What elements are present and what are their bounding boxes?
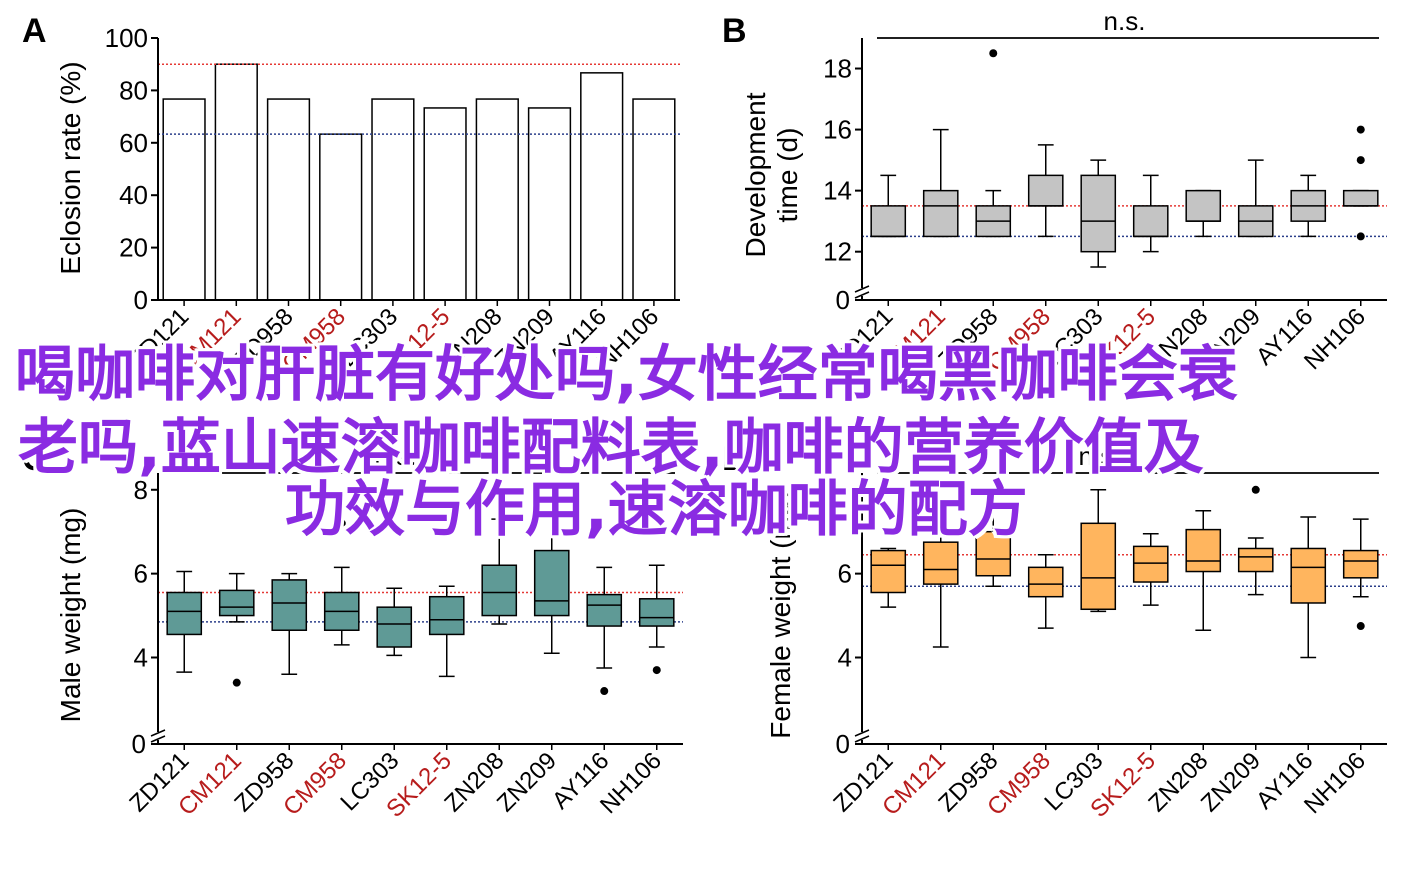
y-tick-label: 0 bbox=[134, 285, 148, 315]
outlier-point bbox=[232, 678, 241, 687]
outlier-point bbox=[1356, 125, 1365, 134]
box bbox=[922, 189, 959, 238]
bar bbox=[266, 98, 311, 301]
bar bbox=[214, 63, 258, 301]
y-axis-label-line2: time (d) bbox=[772, 128, 803, 223]
y-tick-label: 80 bbox=[119, 75, 148, 105]
box bbox=[1027, 174, 1064, 207]
box bbox=[922, 541, 959, 585]
box bbox=[218, 589, 255, 617]
axis-break-mark bbox=[150, 735, 166, 743]
box bbox=[166, 591, 203, 636]
box bbox=[271, 579, 308, 631]
box bbox=[638, 598, 675, 627]
y-tick-label: 0 bbox=[836, 285, 850, 315]
y-tick-label: 16 bbox=[823, 115, 852, 145]
y-tick-label: 0 bbox=[836, 729, 850, 759]
y-tick-label: 6 bbox=[838, 559, 852, 589]
box bbox=[533, 549, 570, 617]
significance-label: n.s. bbox=[1079, 441, 1121, 471]
y-tick-label: 4 bbox=[134, 642, 148, 672]
y-tick-label: 6 bbox=[134, 559, 148, 589]
bar bbox=[475, 98, 519, 301]
y-tick-label: 100 bbox=[105, 23, 148, 53]
axis-break-mark bbox=[854, 285, 870, 293]
bar bbox=[371, 98, 415, 301]
y-axis-label: Female weight (mg) bbox=[765, 491, 796, 738]
panel-letter-d: D bbox=[722, 440, 747, 478]
box bbox=[376, 606, 413, 648]
y-axis-label-line1: Development bbox=[740, 92, 771, 257]
x-tick-label: ZN209 bbox=[1196, 303, 1266, 373]
y-tick-label: 18 bbox=[823, 54, 852, 84]
bar bbox=[162, 98, 206, 301]
outlier-point bbox=[989, 49, 998, 58]
outlier-point bbox=[652, 666, 661, 675]
box bbox=[1342, 189, 1379, 207]
axis-break-mark bbox=[150, 729, 166, 737]
outlier-point bbox=[1356, 622, 1365, 631]
box bbox=[870, 205, 907, 238]
panel-letter-b: B bbox=[722, 12, 747, 50]
box bbox=[586, 593, 623, 627]
y-tick-label: 20 bbox=[119, 233, 148, 263]
y-tick-label: 60 bbox=[119, 128, 148, 158]
significance-label: n.s. bbox=[375, 441, 417, 471]
panel-letter-c: C bbox=[22, 440, 47, 478]
axis-break-mark bbox=[854, 735, 870, 743]
y-tick-label: 4 bbox=[838, 642, 852, 672]
box bbox=[1185, 528, 1222, 573]
significance-label: n.s. bbox=[1104, 6, 1146, 36]
x-tick-label: ZN209 bbox=[490, 303, 560, 373]
y-axis-label: Eclosion rate (%) bbox=[55, 61, 86, 274]
box bbox=[1290, 547, 1327, 604]
box bbox=[870, 549, 907, 594]
y-tick-label: 12 bbox=[823, 237, 852, 267]
x-tick-label: ZN209 bbox=[492, 747, 562, 817]
x-tick-label: ZN208 bbox=[1143, 747, 1213, 817]
x-tick-label: ZN209 bbox=[1196, 747, 1266, 817]
box bbox=[975, 530, 1012, 577]
box bbox=[1132, 205, 1169, 238]
x-tick-label: ZN208 bbox=[439, 747, 509, 817]
box bbox=[1342, 549, 1379, 579]
bar bbox=[580, 72, 624, 301]
y-tick-label: 14 bbox=[823, 176, 852, 206]
axis-break-mark bbox=[854, 291, 870, 299]
outlier-point bbox=[1251, 485, 1260, 494]
box bbox=[481, 564, 518, 617]
outlier-point bbox=[337, 519, 346, 528]
outlier-point bbox=[1356, 232, 1365, 241]
box bbox=[1027, 566, 1064, 598]
outlier-point bbox=[1356, 156, 1365, 165]
box bbox=[1132, 545, 1169, 583]
y-tick-label: 0 bbox=[132, 729, 146, 759]
outlier-point bbox=[600, 687, 609, 696]
axis-break-mark bbox=[854, 729, 870, 737]
y-axis-label: Male weight (mg) bbox=[55, 508, 86, 723]
bar bbox=[527, 107, 572, 301]
box bbox=[1185, 189, 1222, 222]
x-tick-label: ZN208 bbox=[1143, 303, 1213, 373]
y-tick-label: 40 bbox=[119, 180, 148, 210]
bar bbox=[632, 98, 676, 301]
box bbox=[428, 595, 465, 636]
y-tick-label: 8 bbox=[134, 475, 148, 505]
box bbox=[1080, 174, 1117, 253]
box bbox=[1080, 522, 1117, 611]
bar bbox=[423, 107, 467, 301]
bar bbox=[319, 133, 363, 301]
panel-letter-a: A bbox=[22, 12, 47, 50]
box bbox=[1237, 547, 1274, 573]
